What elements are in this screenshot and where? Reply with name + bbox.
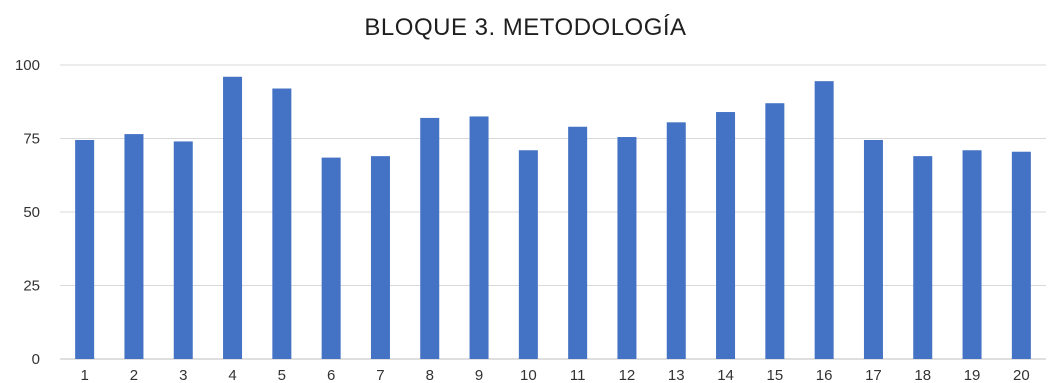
y-tick-label: 25 <box>23 278 40 295</box>
bar-20 <box>1011 151 1031 359</box>
bars <box>75 76 1031 360</box>
bar-2 <box>124 134 144 359</box>
x-tick-label: 10 <box>520 367 537 383</box>
x-tick-label: 6 <box>327 367 335 383</box>
bar-10 <box>518 150 538 359</box>
x-tick-label: 7 <box>376 367 384 383</box>
x-tick-label: 4 <box>228 367 236 383</box>
bar-19 <box>962 150 982 359</box>
bar-11 <box>568 126 588 360</box>
x-tick-label: 17 <box>865 367 882 383</box>
y-axis-ticks: 0 25 50 75 100 <box>15 57 40 368</box>
bar-18 <box>913 156 933 359</box>
x-tick-label: 20 <box>1013 367 1030 383</box>
x-tick-label: 2 <box>130 367 138 383</box>
y-tick-label: 50 <box>23 204 40 221</box>
x-tick-label: 11 <box>570 367 586 383</box>
bar-5 <box>272 88 292 360</box>
bar-15 <box>765 103 785 359</box>
x-axis-ticks: 1 2 3 4 5 6 7 8 9 10 11 12 13 14 15 16 17 18 19 20 <box>80 367 1029 383</box>
bar-17 <box>863 139 883 359</box>
x-tick-label: 3 <box>179 367 187 383</box>
x-tick-label: 15 <box>767 367 784 383</box>
bar-4 <box>223 76 243 359</box>
bar-6 <box>321 157 341 359</box>
x-tick-label: 16 <box>816 367 833 383</box>
y-tick-label: 100 <box>15 57 40 74</box>
bar-14 <box>716 112 736 359</box>
x-tick-label: 19 <box>964 367 981 383</box>
bar-1 <box>75 139 95 359</box>
x-tick-label: 12 <box>619 367 636 383</box>
x-tick-label: 14 <box>717 367 734 383</box>
x-tick-label: 9 <box>475 367 483 383</box>
bar-13 <box>666 122 686 359</box>
x-tick-label: 1 <box>80 367 88 383</box>
bar-7 <box>370 156 390 359</box>
x-tick-label: 18 <box>914 367 931 383</box>
gridlines <box>60 64 1046 360</box>
bar-3 <box>173 141 193 359</box>
bar-9 <box>469 116 489 359</box>
y-tick-label: 0 <box>32 351 40 368</box>
bar-12 <box>617 137 637 359</box>
bar-16 <box>814 81 834 360</box>
bar-8 <box>420 117 440 359</box>
x-tick-label: 5 <box>278 367 286 383</box>
chart-title: BLOQUE 3. METODOLOGÍA <box>364 14 687 41</box>
y-tick-label: 75 <box>23 131 40 148</box>
x-tick-label: 13 <box>668 367 685 383</box>
x-tick-label: 8 <box>426 367 434 383</box>
